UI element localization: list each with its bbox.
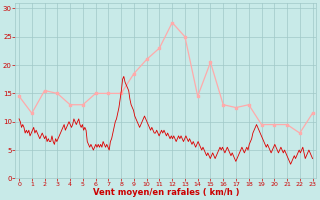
- X-axis label: Vent moyen/en rafales ( km/h ): Vent moyen/en rafales ( km/h ): [92, 188, 239, 197]
